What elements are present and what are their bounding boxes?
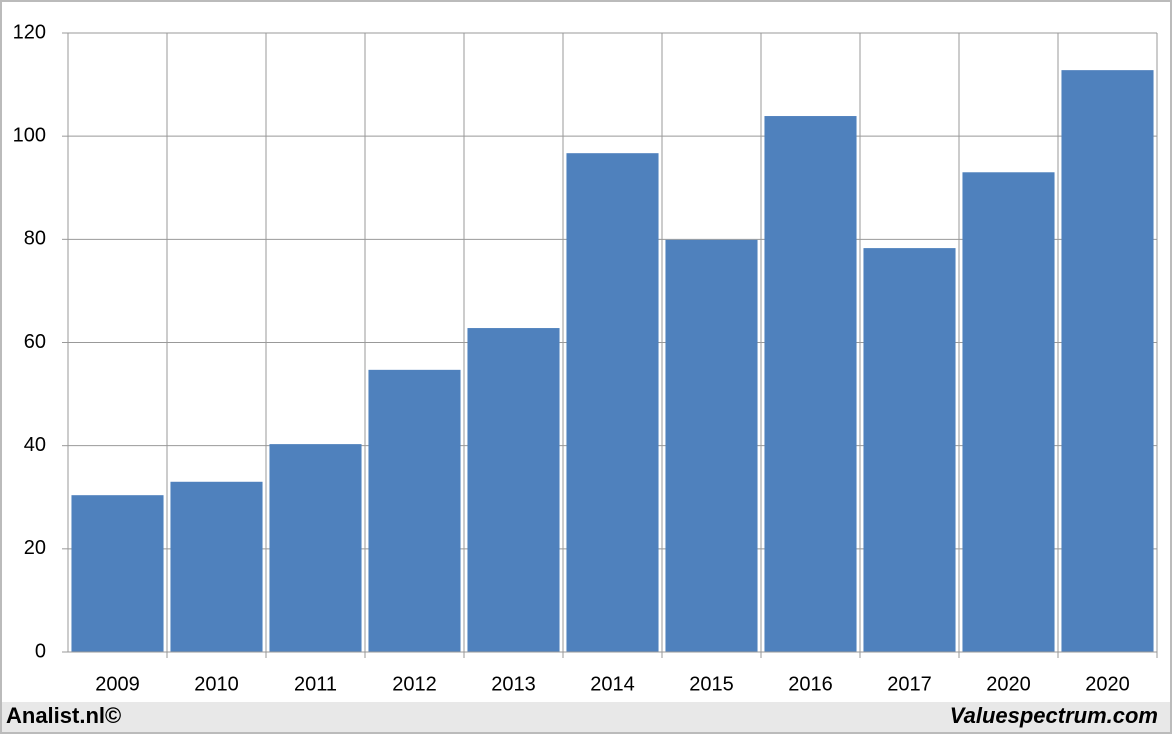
y-tick-label: 120 — [13, 21, 46, 43]
y-tick-label: 80 — [24, 228, 46, 250]
x-tick-label: 2016 — [788, 673, 833, 695]
bar — [863, 248, 956, 653]
x-tick-label: 2020 — [986, 673, 1031, 695]
x-tick-label: 2017 — [887, 673, 932, 695]
x-tick-label: 2011 — [294, 673, 337, 695]
y-tick-label: 60 — [24, 331, 46, 353]
bar — [665, 239, 758, 652]
x-tick-label: 2014 — [590, 673, 635, 695]
footer-right: Valuespectrum.com — [950, 703, 1158, 728]
x-tick-label: 2020 — [1085, 673, 1130, 695]
y-tick-label: 40 — [24, 434, 46, 456]
x-tick-label: 2012 — [392, 673, 437, 695]
x-tick-label: 2009 — [95, 673, 140, 695]
bar — [962, 172, 1055, 652]
y-tick-label: 100 — [13, 124, 46, 146]
bar — [566, 153, 659, 653]
bar — [71, 495, 164, 652]
bar — [368, 369, 461, 652]
bar — [170, 481, 263, 652]
footer-left: Analist.nl© — [6, 703, 121, 728]
footer-bar — [2, 702, 1170, 732]
bar — [1061, 70, 1154, 652]
bar — [467, 328, 560, 652]
bar — [269, 444, 362, 652]
bar — [764, 116, 857, 652]
x-tick-label: 2015 — [689, 673, 734, 695]
y-tick-label: 20 — [24, 537, 46, 559]
x-tick-label: 2013 — [491, 673, 536, 695]
y-tick-label: 0 — [35, 640, 46, 662]
x-tick-label: 2010 — [194, 673, 239, 695]
